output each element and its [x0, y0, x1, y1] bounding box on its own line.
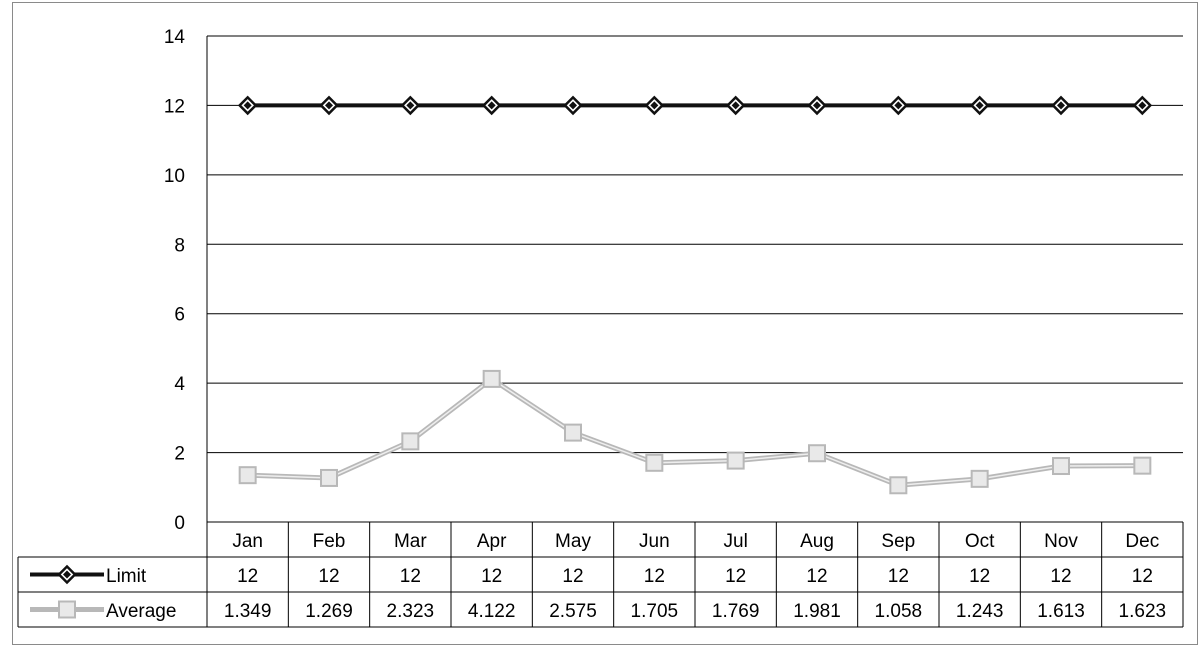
- series-average: [238, 369, 1152, 495]
- marker: [320, 468, 338, 487]
- marker: [482, 369, 501, 388]
- legend-key: [30, 600, 104, 619]
- y-tick-label: 12: [164, 96, 185, 117]
- data-label: 1.623: [1119, 601, 1167, 622]
- marker: [487, 101, 496, 110]
- marker: [564, 423, 582, 442]
- data-label: 2.575: [549, 601, 597, 622]
- marker: [645, 453, 664, 472]
- marker: [63, 570, 71, 579]
- x-tick-label: Feb: [313, 531, 346, 552]
- series-limit: [237, 95, 1153, 116]
- y-tick-label: 4: [174, 374, 185, 395]
- data-label: 1.269: [305, 601, 353, 622]
- x-tick-label: Jun: [639, 531, 670, 552]
- y-tick-label: 10: [164, 166, 185, 187]
- marker: [889, 476, 908, 495]
- x-tick-label: Jul: [724, 531, 748, 552]
- data-label: 12: [318, 566, 339, 587]
- marker: [726, 451, 745, 470]
- marker: [406, 101, 415, 110]
- y-tick-label: 6: [174, 305, 185, 326]
- data-table: Jan Feb Mar Apr May Jun Jul Aug Sep Oct Nov Dec Limi…: [17, 521, 1184, 628]
- data-label: 1.243: [956, 601, 1004, 622]
- data-label: 12: [400, 566, 421, 587]
- data-label: 12: [725, 566, 746, 587]
- data-label: 12: [969, 566, 990, 587]
- marker: [238, 466, 257, 485]
- series-line-inner: [247, 377, 1143, 487]
- x-tick-label: Nov: [1044, 531, 1078, 552]
- x-tick-label: Jan: [232, 531, 263, 552]
- data-label: 1.705: [631, 601, 679, 622]
- marker: [325, 101, 333, 110]
- marker: [813, 101, 821, 110]
- legend-key: [30, 564, 104, 585]
- y-tick-label: 0: [174, 513, 185, 534]
- marker: [894, 101, 903, 110]
- marker: [243, 101, 252, 110]
- marker: [808, 444, 826, 463]
- data-label: 12: [1132, 566, 1153, 587]
- marker: [1057, 101, 1065, 110]
- marker: [1138, 101, 1147, 110]
- x-tick-label: Mar: [394, 531, 427, 552]
- marker: [650, 101, 659, 110]
- series-line: [247, 375, 1143, 488]
- y-tick-label: 2: [174, 444, 185, 465]
- marker: [569, 101, 577, 110]
- x-tick-label: Aug: [800, 531, 834, 552]
- marker: [970, 469, 989, 488]
- gridlines: 0 2 4 6 8 10 12 14: [164, 27, 1183, 534]
- x-tick-label: Sep: [881, 531, 915, 552]
- legend-label: Average: [106, 601, 176, 622]
- data-label: 12: [644, 566, 665, 587]
- chart-frame: [12, 2, 1198, 645]
- data-label: 12: [562, 566, 583, 587]
- x-tick-label: Oct: [965, 531, 995, 552]
- marker: [58, 600, 76, 619]
- y-tick-label: 14: [164, 27, 186, 48]
- data-label: 12: [481, 566, 502, 587]
- marker: [401, 432, 420, 451]
- data-label: 12: [806, 566, 827, 587]
- data-label: 1.058: [875, 601, 923, 622]
- x-tick-label: Apr: [477, 531, 507, 552]
- data-label: 2.323: [387, 601, 435, 622]
- x-tick-label: Dec: [1125, 531, 1159, 552]
- marker: [1052, 457, 1070, 476]
- y-tick-label: 8: [174, 235, 185, 256]
- data-label: 12: [237, 566, 258, 587]
- data-label: 1.769: [712, 601, 760, 622]
- data-label: 1.981: [793, 601, 841, 622]
- legend-label: Limit: [106, 566, 147, 587]
- marker: [731, 101, 740, 110]
- data-label: 4.122: [468, 601, 516, 622]
- data-label: 12: [888, 566, 909, 587]
- data-label: 1.613: [1037, 601, 1085, 622]
- data-label: 1.349: [224, 601, 272, 622]
- marker: [975, 101, 984, 110]
- x-tick-label: May: [555, 531, 591, 552]
- marker: [1133, 456, 1152, 475]
- data-label: 12: [1050, 566, 1071, 587]
